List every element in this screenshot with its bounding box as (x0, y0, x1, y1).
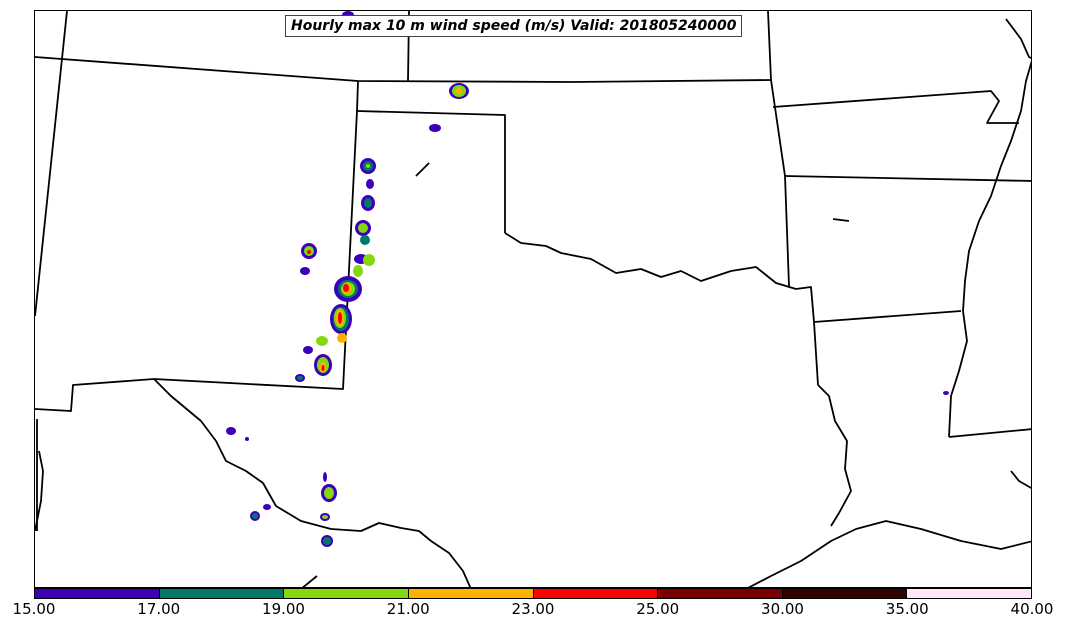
wind-contour (323, 472, 327, 482)
colorbar-tick-label: 23.00 (511, 600, 555, 618)
wind-contour (943, 391, 949, 395)
boundary-line (153, 80, 359, 390)
wind-contour (364, 198, 372, 208)
wind-contour (353, 265, 363, 277)
mexico-boundary (302, 575, 318, 587)
coastline (1010, 470, 1031, 489)
colorbar-tick-labels: 15.00 17.00 19.00 21.00 23.00 25.00 30.00 35.00… (0, 600, 1065, 622)
coastline (1005, 18, 1031, 60)
colorbar-segment (35, 589, 159, 598)
colorbar-segment (158, 589, 284, 598)
wind-contour (363, 254, 375, 266)
boundary-line (35, 11, 68, 317)
boundary-line (813, 310, 962, 323)
boundary-line (356, 110, 506, 233)
wind-contour (429, 124, 441, 132)
wind-contour (303, 346, 313, 354)
colorbar-tick-label: 17.00 (137, 600, 181, 618)
boundary-line (35, 378, 155, 412)
river-boundary (153, 378, 472, 587)
colorbar-tick-label: 21.00 (386, 600, 430, 618)
colorbar-segment (781, 589, 907, 598)
wind-contour (358, 223, 368, 233)
wind-contour (366, 164, 370, 168)
boundary-line (35, 56, 772, 83)
wind-contour (252, 513, 258, 519)
colorbar (34, 588, 1032, 599)
boundary-line (772, 90, 1019, 124)
river-boundary (948, 60, 1031, 438)
wind-contour (245, 437, 249, 441)
colorbar-tick-label: 40.00 (1010, 600, 1054, 618)
wind-contour (360, 235, 370, 245)
colorbar-tick-label: 19.00 (262, 600, 305, 618)
coastline (747, 520, 1031, 587)
boundary-line (767, 11, 790, 287)
wind-contour (316, 336, 328, 346)
wind-contour (366, 179, 374, 189)
map-canvas (35, 11, 1031, 587)
map-title: Hourly max 10 m wind speed (m/s) Valid: … (285, 15, 743, 37)
colorbar-segment (283, 589, 408, 598)
wind-contour (456, 88, 462, 94)
colorbar-segment (532, 589, 658, 598)
colorbar-tick-label: 30.00 (761, 600, 804, 618)
wind-contour (322, 515, 328, 519)
wind-contour (321, 365, 325, 371)
boundary-line (948, 428, 1031, 438)
wind-contour (226, 427, 236, 435)
colorbar-segment (906, 589, 1031, 598)
colorbar-tick-label: 25.00 (636, 600, 680, 618)
coastline (415, 162, 430, 177)
wind-contour (338, 312, 342, 324)
coastline (832, 218, 850, 222)
river-boundary (817, 384, 852, 527)
wind-contour (337, 333, 347, 343)
wind-contour (263, 504, 271, 510)
colorbar-tick-label: 35.00 (885, 600, 929, 618)
colorbar-segment (407, 589, 533, 598)
wind-contour (343, 284, 349, 292)
wind-contour (297, 376, 303, 380)
wind-contour (323, 537, 331, 545)
wind-contour (300, 267, 310, 275)
wind-contour (324, 487, 334, 499)
map-frame (34, 10, 1032, 588)
boundary-line (784, 175, 1031, 182)
wind-contour (307, 250, 311, 254)
colorbar-tick-label: 15.00 (12, 600, 56, 618)
river-boundary (504, 232, 819, 386)
mexico-boundary (35, 450, 44, 532)
colorbar-segment (657, 589, 782, 598)
